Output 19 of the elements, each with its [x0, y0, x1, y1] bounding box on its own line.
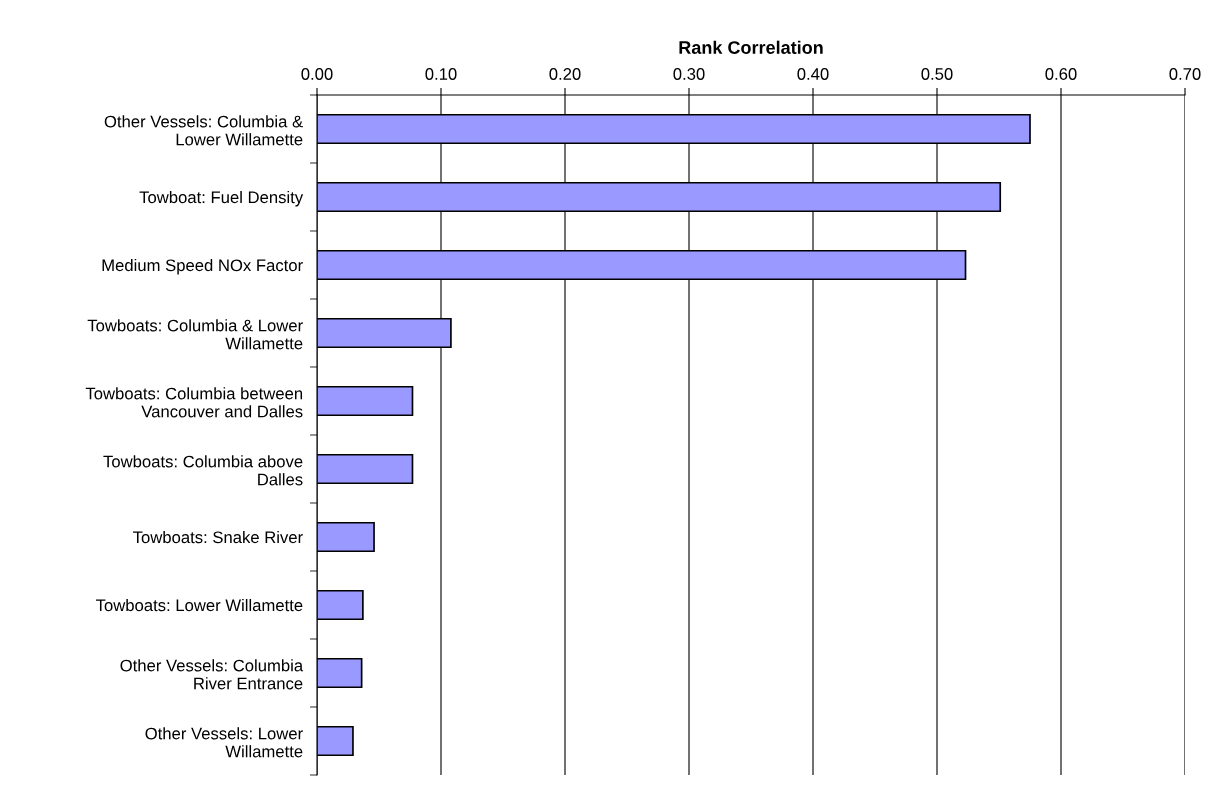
x-tick-label: 0.60 — [1045, 68, 1077, 80]
y-tick-label: Towboats: Lower Willamette — [96, 598, 303, 612]
y-tick-label: Towboats: Snake River — [133, 530, 303, 544]
x-tick-label: 0.70 — [1169, 68, 1201, 80]
x-tick-label: 0.50 — [921, 68, 953, 80]
x-tick-label: 0.00 — [301, 68, 333, 80]
y-tick-label: Medium Speed NOx Factor — [102, 258, 303, 275]
x-tick-label: 0.20 — [549, 68, 581, 80]
y-tick-label: Towboats: Columbia between Vancouver and Dalles — [85, 387, 303, 418]
y-tick-label: Towboats: Columbia above Dalles — [103, 455, 303, 486]
y-tick-label: Other Vessels: Columbia & Lower Willamette — [104, 115, 303, 146]
x-tick-label: 0.30 — [673, 68, 705, 80]
y-tick-label: Other Vessels: Columbia River Entrance — [120, 659, 304, 690]
y-tick-label: Towboats: Columbia & Lower Willamette — [87, 319, 303, 350]
x-tick-label: 0.40 — [797, 68, 829, 80]
x-axis-title: Rank Correlation — [679, 40, 823, 54]
x-tick-label: 0.10 — [425, 68, 457, 80]
y-tick-label: Towboat: Fuel Density — [139, 190, 304, 207]
y-tick-label: Other Vessels: Lower Willamette — [145, 727, 303, 758]
